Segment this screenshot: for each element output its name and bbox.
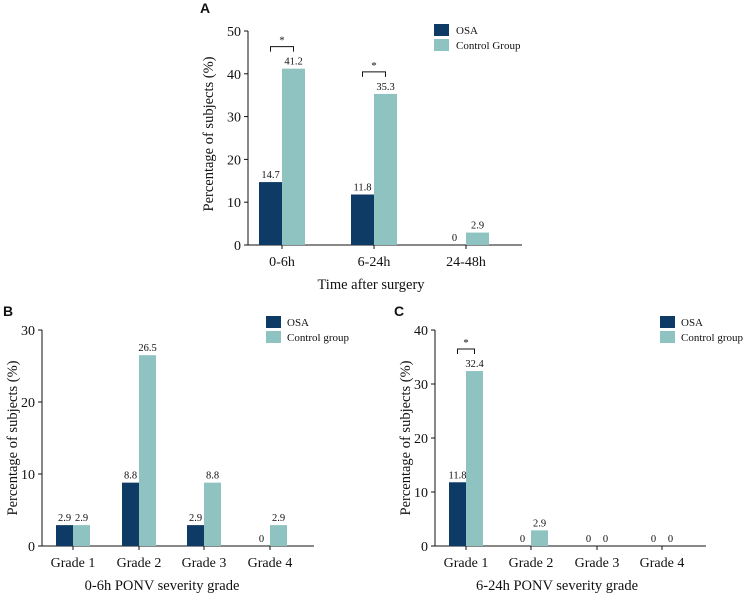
panel-c-category-label-grade-1: Grade 1: [444, 556, 489, 571]
panel-a-ytick-label: 50: [227, 25, 241, 40]
panel-b-category-label-grade-1: Grade 1: [51, 556, 96, 571]
panel-a-data-label-osa-0-6h: 14.7: [261, 170, 279, 181]
panel-a-category-label-6-24h: 6-24h: [358, 255, 391, 270]
panel-b-data-label-osa-grade-2: 8.8: [124, 471, 137, 482]
panel-a-data-label-control-group-0-6h: 41.2: [284, 57, 302, 68]
panel-b-ytick-label: 10: [21, 468, 35, 483]
panel-b-legend-control-swatch: [266, 331, 281, 343]
panel-a-legend-control-label: Control Group: [456, 40, 521, 52]
panel-b-data-label-control-group-grade-3: 8.8: [206, 471, 219, 482]
panel-c-legend: OSA Control group: [660, 316, 744, 344]
panel-a-bar-control-group-24-48h: [466, 232, 489, 245]
panel-a-bar-control-group-6-24h: [374, 93, 397, 245]
panel-b-ylabel: Percentage of subjects (%): [5, 360, 21, 515]
panel-a-category-label-0-6h: 0-6h: [269, 255, 295, 270]
panel-c-data-label-osa-grade-2: 0: [520, 534, 525, 545]
panel-b-chart: B Percentage of subjects (%) 0-6h PONV s…: [3, 303, 350, 594]
panel-b-legend-osa-swatch: [266, 316, 281, 328]
panel-a-xlabel: Time after surgery: [317, 277, 425, 293]
panel-b-bar-control-group-grade-3: [204, 482, 221, 546]
panel-a-legend-osa-swatch: [434, 24, 449, 36]
panel-c-ytick-label: 30: [414, 378, 428, 393]
panel-b-ytick-label: 20: [21, 396, 35, 411]
panel-b-data-label-control-group-grade-4: 2.9: [272, 513, 285, 524]
panel-b-legend-control-label: Control group: [287, 332, 350, 344]
panel-a-bar-osa-0-6h: [259, 182, 282, 245]
panel-a-data-label-osa-24-48h: 0: [452, 233, 457, 244]
panel-c-letter: C: [394, 303, 404, 319]
panel-a-letter: A: [200, 0, 210, 16]
panel-c-data-label-control-group-grade-1: 32.4: [465, 359, 484, 370]
panel-b-legend: OSA Control group: [266, 316, 350, 344]
panel-c-ytick-label: 0: [421, 540, 428, 555]
panel-b-category-label-grade-4: Grade 4: [248, 556, 293, 571]
panel-a-bar-osa-6-24h: [351, 194, 374, 245]
panel-c-legend-osa-label: OSA: [681, 317, 703, 329]
panel-b-data-label-osa-grade-1: 2.9: [58, 513, 71, 524]
panel-b-data-label-osa-grade-3: 2.9: [189, 513, 202, 524]
panel-c-category-label-grade-3: Grade 3: [575, 556, 620, 571]
panel-c-bar-osa-grade-1: [449, 482, 466, 546]
panel-b-category-label-grade-2: Grade 2: [117, 556, 162, 571]
panel-c-data-label-control-group-grade-3: 0: [603, 534, 608, 545]
panel-c-xlabel: 6-24h PONV severity grade: [476, 578, 638, 594]
panel-c-ytick-label: 10: [414, 486, 428, 501]
panel-c-legend-control-label: Control group: [681, 332, 744, 344]
panel-a-ylabel: Percentage of subjects (%): [201, 56, 217, 211]
panel-a-data-label-control-group-6-24h: 35.3: [376, 82, 394, 93]
panel-a-significance-bracket-6-24h: [362, 71, 386, 77]
panel-c-category-label-grade-2: Grade 2: [509, 556, 554, 571]
panel-b-data-label-osa-grade-4: 0: [259, 534, 264, 545]
panel-c-data-label-control-group-grade-4: 0: [668, 534, 673, 545]
panel-c-significance-mark-grade-1: *: [463, 337, 469, 349]
panel-c-bar-control-group-grade-1: [466, 371, 483, 546]
panel-a-data-label-control-group-24-48h: 2.9: [471, 221, 484, 232]
panel-b-data-label-control-group-grade-1: 2.9: [75, 513, 88, 524]
panel-b-bar-osa-grade-2: [122, 482, 139, 546]
panel-a-ytick-label: 10: [227, 196, 241, 211]
panel-a-ytick-label: 30: [227, 111, 241, 126]
panel-b-legend-osa-label: OSA: [287, 317, 309, 329]
panel-c-data-label-control-group-grade-2: 2.9: [533, 518, 546, 529]
panel-a-legend: OSA Control Group: [434, 24, 521, 52]
panel-c-data-label-osa-grade-4: 0: [651, 534, 656, 545]
panel-a-bar-control-group-0-6h: [282, 68, 305, 245]
panel-c-significance-bracket-grade-1: [457, 348, 475, 355]
panel-b-bar-control-group-grade-1: [73, 525, 90, 546]
panel-b-category-label-grade-3: Grade 3: [182, 556, 227, 571]
panel-a-ytick-label: 0: [234, 239, 241, 254]
panel-a-significance-mark-6-24h: *: [371, 60, 377, 72]
panel-c-category-label-grade-4: Grade 4: [640, 556, 685, 571]
panel-a-data-label-osa-6-24h: 11.8: [354, 182, 372, 193]
panel-a-ytick-label: 20: [227, 153, 241, 168]
panel-c-ytick-label: 40: [414, 324, 428, 339]
panel-b-letter: B: [3, 303, 13, 319]
panel-b-ytick-label: 30: [21, 324, 35, 339]
panel-a-chart: A Percentage of subjects (%) Time after …: [200, 0, 522, 293]
panel-b-bar-control-group-grade-2: [139, 355, 156, 546]
panel-b-bar-osa-grade-1: [56, 525, 73, 546]
panel-a-significance-mark-0-6h: *: [279, 35, 285, 47]
panel-c-bar-control-group-grade-2: [531, 530, 548, 546]
panel-a-ytick-label: 40: [227, 68, 241, 83]
panel-c-chart: C Percentage of subjects (%) 6-24h PONV …: [394, 303, 744, 594]
panel-c-ytick-label: 20: [414, 432, 428, 447]
panel-a-significance-bracket-0-6h: [270, 46, 294, 52]
panel-a-legend-osa-label: OSA: [456, 25, 478, 37]
panel-a-legend-control-swatch: [434, 39, 449, 51]
panel-c-ylabel: Percentage of subjects (%): [398, 360, 414, 515]
panel-a-category-label-24-48h: 24-48h: [446, 255, 486, 270]
panel-c-data-label-osa-grade-1: 11.8: [449, 470, 467, 481]
panel-c-legend-osa-swatch: [660, 316, 675, 328]
panel-b-bar-osa-grade-3: [187, 525, 204, 546]
panel-c-data-label-osa-grade-3: 0: [586, 534, 591, 545]
panel-b-xlabel: 0-6h PONV severity grade: [85, 578, 240, 594]
panel-b-bar-control-group-grade-4: [270, 525, 287, 546]
panel-c-legend-control-swatch: [660, 331, 675, 343]
panel-b-data-label-control-group-grade-2: 26.5: [138, 343, 156, 354]
panel-b-ytick-label: 0: [28, 540, 35, 555]
